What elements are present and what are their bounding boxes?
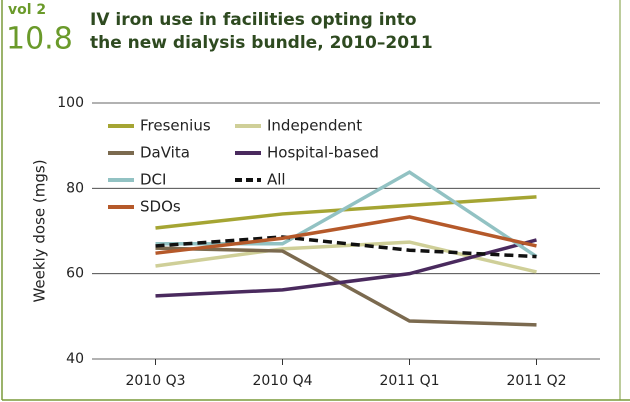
legend-label: SDOs: [140, 198, 181, 216]
chart-title: IV iron use in facilities opting into: [90, 10, 417, 30]
volume: vol 2: [8, 2, 46, 18]
figure-number: 10.8: [6, 22, 73, 57]
y-tick-label: 100: [57, 95, 84, 111]
legend-label: Independent: [267, 117, 362, 135]
legend-label: DaVita: [140, 144, 190, 162]
legend-label: Fresenius: [140, 117, 211, 135]
x-tick-label: 2010 Q3: [125, 373, 185, 389]
series-line: [155, 215, 537, 255]
x-tick-label: 2011 Q2: [506, 373, 566, 389]
legend-label: DCI: [140, 171, 166, 189]
x-tick-label: 2011 Q1: [379, 373, 439, 389]
series-line: [155, 238, 537, 298]
series-line: [155, 195, 537, 230]
legend-label: All: [267, 171, 286, 189]
x-tick-label: 2010 Q4: [252, 373, 312, 389]
y-tick-label: 80: [66, 180, 84, 196]
series-line: [155, 246, 537, 327]
y-tick-label: 40: [66, 351, 84, 367]
series-line: [155, 170, 538, 259]
y-tick-label: 60: [66, 266, 84, 282]
y-axis-label: Weekly dose (mgs): [31, 159, 49, 302]
legend-label: Hospital-based: [267, 144, 379, 162]
chart-title: the new dialysis bundle, 2010–2011: [90, 33, 433, 53]
series-line: [155, 235, 537, 259]
